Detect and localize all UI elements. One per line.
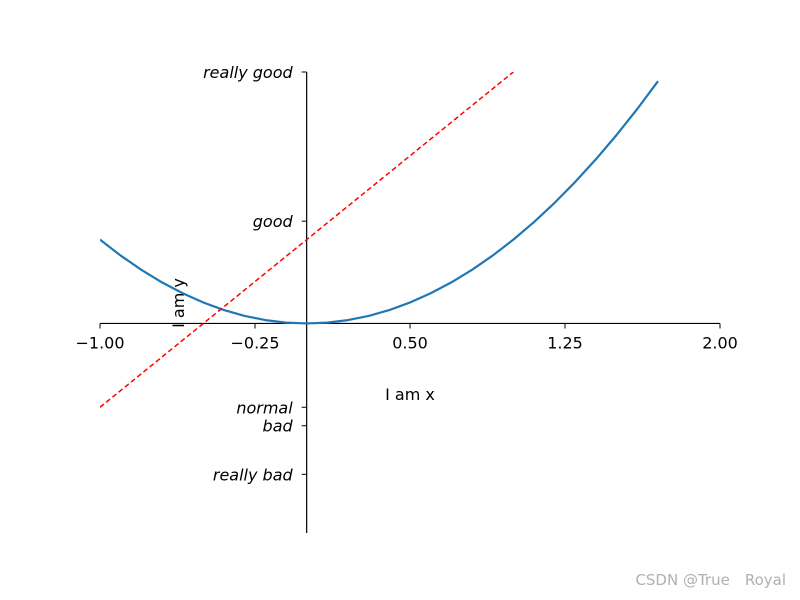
curve-line-series — [100, 80, 659, 325]
y-axis-label: I am y — [169, 278, 188, 328]
x-axis-label: I am x — [385, 385, 435, 404]
y-tick-label: good — [253, 212, 294, 231]
y-tick-label: normal — [236, 398, 293, 417]
watermark: CSDN @True Royal — [635, 571, 786, 589]
x-tick-label: −0.25 — [230, 333, 279, 352]
y-tick-label: really bad — [213, 465, 294, 484]
y-tick-label: really good — [203, 63, 293, 82]
x-tick-label: 1.25 — [547, 333, 583, 352]
x-tick-label: 0.50 — [392, 333, 428, 352]
x-tick-label: 2.00 — [702, 333, 738, 352]
x-tick-label: −1.00 — [75, 333, 124, 352]
y-tick-label: bad — [263, 417, 294, 436]
dashed-line-series — [100, 72, 514, 408]
